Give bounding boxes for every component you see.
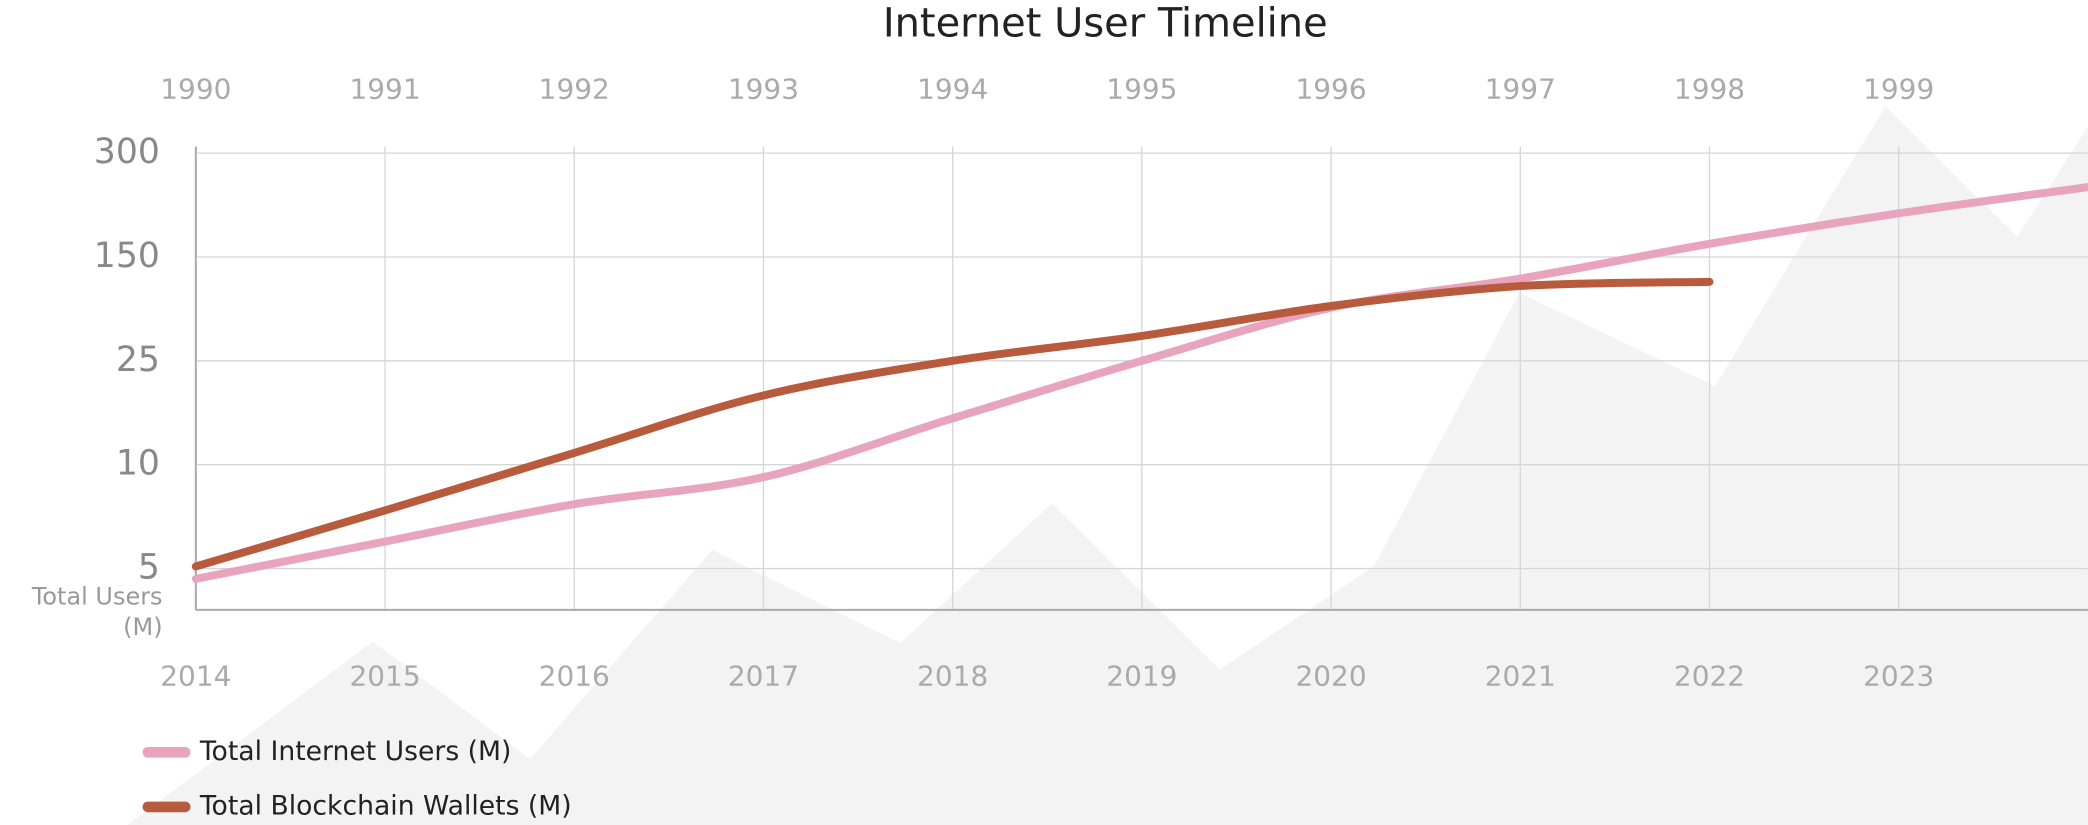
y-axis-label: Total Users (M) xyxy=(0,582,162,643)
x-tick-label: 2020 xyxy=(1296,660,1367,693)
x-tick-label: 2019 xyxy=(1106,660,1177,693)
chart-title: Internet User Timeline xyxy=(883,0,1328,46)
x2-tick-label: 1993 xyxy=(728,73,799,106)
x2-tick-label: 1994 xyxy=(917,73,988,106)
x2-tick-label: 1992 xyxy=(539,73,610,106)
x2-tick-label: 1995 xyxy=(1106,73,1177,106)
y-tick-label: 5 xyxy=(138,548,160,588)
x2-tick-label: 1999 xyxy=(1863,73,1934,106)
page: Internet User Timeline Total Users (M) 5… xyxy=(0,0,2088,825)
y-tick-label: 300 xyxy=(94,132,160,172)
x-tick-label: 2018 xyxy=(917,660,988,693)
x2-tick-label: 1998 xyxy=(1674,73,1745,106)
x2-tick-label: 1991 xyxy=(349,73,420,106)
x-tick-label: 2023 xyxy=(1863,660,1934,693)
x-tick-label: 2016 xyxy=(539,660,610,693)
x2-tick-label: 1990 xyxy=(160,73,231,106)
x2-tick-label: 1997 xyxy=(1485,73,1556,106)
x-tick-label: 2017 xyxy=(728,660,799,693)
y-tick-label: 150 xyxy=(94,236,160,276)
x-tick-label: 2014 xyxy=(160,660,231,693)
y-axis-label-box: Total Users (M) xyxy=(0,582,162,651)
chart: Internet User Timeline Total Users (M) 5… xyxy=(0,0,2088,825)
y-tick-label: 25 xyxy=(116,340,160,380)
legend-label: Total Internet Users (M) xyxy=(199,736,512,767)
x2-tick-label: 1996 xyxy=(1296,73,1367,106)
x-tick-label: 2022 xyxy=(1674,660,1745,693)
background-shape xyxy=(127,107,2088,825)
y-tick-label: 10 xyxy=(116,444,160,484)
x-tick-label: 2015 xyxy=(349,660,420,693)
legend-label: Total Blockchain Wallets (M) xyxy=(199,790,572,821)
x-tick-label: 2021 xyxy=(1485,660,1556,693)
